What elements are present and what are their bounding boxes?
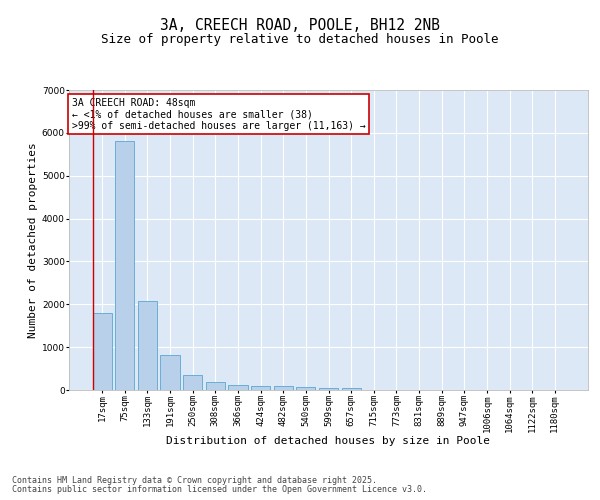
Bar xyxy=(251,386,270,390)
Text: 3A, CREECH ROAD, POOLE, BH12 2NB: 3A, CREECH ROAD, POOLE, BH12 2NB xyxy=(160,18,440,32)
Text: Size of property relative to detached houses in Poole: Size of property relative to detached ho… xyxy=(101,32,499,46)
Text: Contains HM Land Registry data © Crown copyright and database right 2025.: Contains HM Land Registry data © Crown c… xyxy=(12,476,377,485)
Bar xyxy=(160,355,180,390)
Text: Contains public sector information licensed under the Open Government Licence v3: Contains public sector information licen… xyxy=(12,485,427,494)
Bar xyxy=(183,376,202,390)
Bar xyxy=(206,382,225,390)
Bar xyxy=(296,387,316,390)
Y-axis label: Number of detached properties: Number of detached properties xyxy=(28,142,38,338)
Bar xyxy=(115,142,134,390)
Bar xyxy=(341,388,361,390)
Bar xyxy=(138,301,157,390)
Bar xyxy=(229,385,248,390)
Text: 3A CREECH ROAD: 48sqm
← <1% of detached houses are smaller (38)
>99% of semi-det: 3A CREECH ROAD: 48sqm ← <1% of detached … xyxy=(71,98,365,130)
X-axis label: Distribution of detached houses by size in Poole: Distribution of detached houses by size … xyxy=(167,436,491,446)
Bar xyxy=(92,313,112,390)
Bar xyxy=(274,386,293,390)
Bar xyxy=(319,388,338,390)
